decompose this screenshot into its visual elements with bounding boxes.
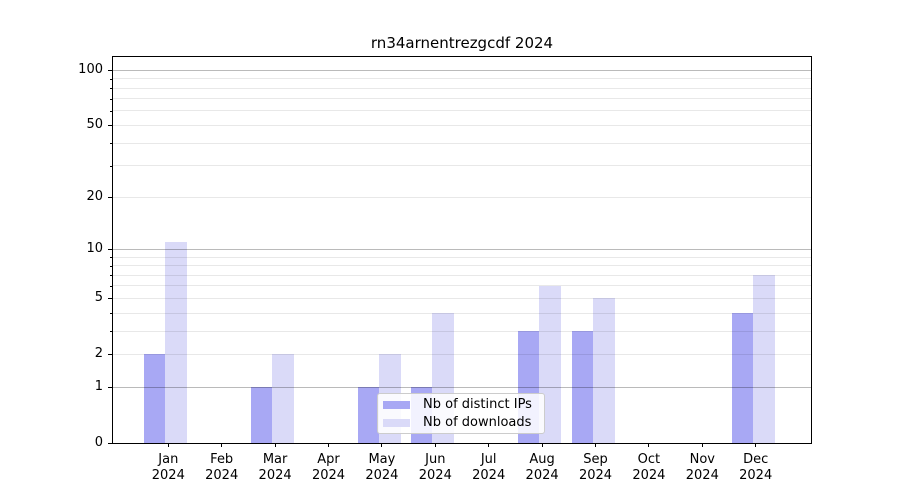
y-tick-minor-6 [110, 286, 113, 287]
x-tick-mar-2024 [274, 443, 276, 447]
gridline-y-1 [113, 386, 811, 388]
y-tick-1 [108, 387, 113, 388]
gridline-y-6 [113, 285, 811, 287]
gridline-y-4 [113, 312, 811, 314]
y-tick-minor-7 [110, 275, 113, 276]
gridline-y-40 [113, 142, 811, 144]
y-tick-minor-4 [110, 313, 113, 314]
y-tick-minor-8 [110, 266, 113, 267]
x-tick-nov-2024 [701, 443, 703, 447]
plot-area: Nb of distinct IPs Nb of downloads 0 1 2 5 1… [78, 56, 812, 483]
gridline-y-10 [113, 248, 811, 250]
y-tick-label-5: 5 [94, 290, 103, 306]
y-tick-minor-60 [110, 111, 113, 112]
legend-label-distinct-ips: Nb of distinct IPs [423, 397, 532, 412]
y-tick-label-1: 1 [94, 379, 103, 395]
legend: Nb of distinct IPs Nb of downloads [377, 393, 545, 434]
x-tick-label-dec-2024: Dec 2024 [739, 452, 773, 483]
y-tick-label-100: 100 [78, 62, 103, 78]
y-tick-label-50: 50 [86, 117, 103, 133]
y-tick-minor-3 [110, 331, 113, 332]
x-tick-aug-2024 [541, 443, 543, 447]
gridline-y-3 [113, 330, 811, 332]
bar-nb-of-downloads-sep-2024 [592, 298, 615, 443]
x-tick-label-apr-2024: Apr 2024 [311, 452, 346, 483]
x-tick-label-may-2024: May 2024 [365, 452, 399, 483]
gridline-y-8 [113, 265, 811, 267]
gridline-y-30 [113, 165, 811, 167]
bar-nb-of-distinct-ips-dec-2024 [731, 313, 753, 443]
x-tick-label-nov-2024: Nov 2024 [685, 452, 719, 483]
y-tick-2 [108, 354, 113, 355]
legend-item-distinct-ips: Nb of distinct IPs [383, 397, 544, 412]
x-tick-feb-2024 [221, 443, 223, 447]
bar-nb-of-distinct-ips-jan-2024 [144, 354, 166, 443]
gridline-y-20 [113, 196, 811, 198]
bar-nb-of-downloads-mar-2024 [272, 354, 295, 443]
gridline-y-80 [113, 87, 811, 89]
x-tick-label-jun-2024: Jun 2024 [418, 452, 452, 483]
x-tick-jan-2024 [167, 443, 169, 447]
y-tick-100 [108, 70, 113, 71]
gridline-y-90 [113, 78, 811, 80]
gridline-y-70 [113, 98, 811, 100]
y-tick-minor-9 [110, 257, 113, 258]
x-tick-sep-2024 [595, 443, 596, 447]
y-tick-minor-30 [110, 166, 113, 167]
gridline-y-9 [113, 256, 811, 258]
x-tick-jun-2024 [434, 443, 436, 447]
x-tick-may-2024 [381, 443, 383, 447]
y-tick-minor-40 [110, 143, 113, 144]
x-tick-label-aug-2024: Aug 2024 [525, 452, 559, 483]
x-tick-jul-2024 [488, 443, 490, 447]
chart-title: rn34arnentrezgcdf 2024 [370, 34, 554, 52]
legend-label-downloads: Nb of downloads [423, 415, 532, 430]
legend-swatch-distinct-ips [383, 400, 410, 409]
legend-swatch-downloads [383, 418, 410, 427]
x-tick-label-jan-2024: Jan 2024 [151, 452, 185, 483]
bar-nb-of-distinct-ips-may-2024 [357, 387, 379, 443]
y-tick-label-20: 20 [86, 189, 103, 205]
bar-nb-of-downloads-dec-2024 [752, 275, 775, 443]
y-tick-5 [108, 298, 113, 299]
bar-nb-of-distinct-ips-mar-2024 [251, 387, 273, 443]
x-tick-dec-2024 [755, 443, 757, 447]
y-tick-label-10: 10 [86, 241, 103, 257]
x-tick-label-mar-2024: Mar 2024 [258, 452, 292, 483]
x-tick-oct-2024 [648, 443, 650, 447]
y-tick-10 [108, 249, 113, 250]
y-tick-minor-70 [110, 99, 113, 100]
bar-nb-of-downloads-jan-2024 [165, 242, 188, 443]
y-tick-minor-80 [110, 88, 113, 89]
y-tick-label-0: 0 [94, 435, 103, 450]
x-tick-label-oct-2024: Oct 2024 [632, 452, 666, 483]
x-tick-label-jul-2024: Jul 2024 [472, 452, 506, 483]
y-tick-minor-90 [110, 79, 113, 80]
y-tick-label-2: 2 [94, 346, 103, 362]
legend-item-downloads: Nb of downloads [383, 415, 544, 430]
gridline-y-2 [113, 353, 811, 355]
y-tick-0 [108, 443, 113, 444]
gridline-y-5 [113, 297, 811, 299]
x-tick-label-sep-2024: Sep 2024 [578, 452, 613, 483]
bar-nb-of-distinct-ips-sep-2024 [571, 331, 593, 443]
gridline-y-60 [113, 110, 811, 112]
x-tick-apr-2024 [328, 443, 329, 447]
y-tick-50 [108, 125, 113, 126]
x-tick-label-feb-2024: Feb 2024 [205, 452, 239, 483]
y-tick-20 [108, 197, 113, 198]
gridline-y-7 [113, 274, 811, 276]
gridline-y-50 [113, 124, 811, 126]
gridline-y-100 [113, 69, 811, 71]
